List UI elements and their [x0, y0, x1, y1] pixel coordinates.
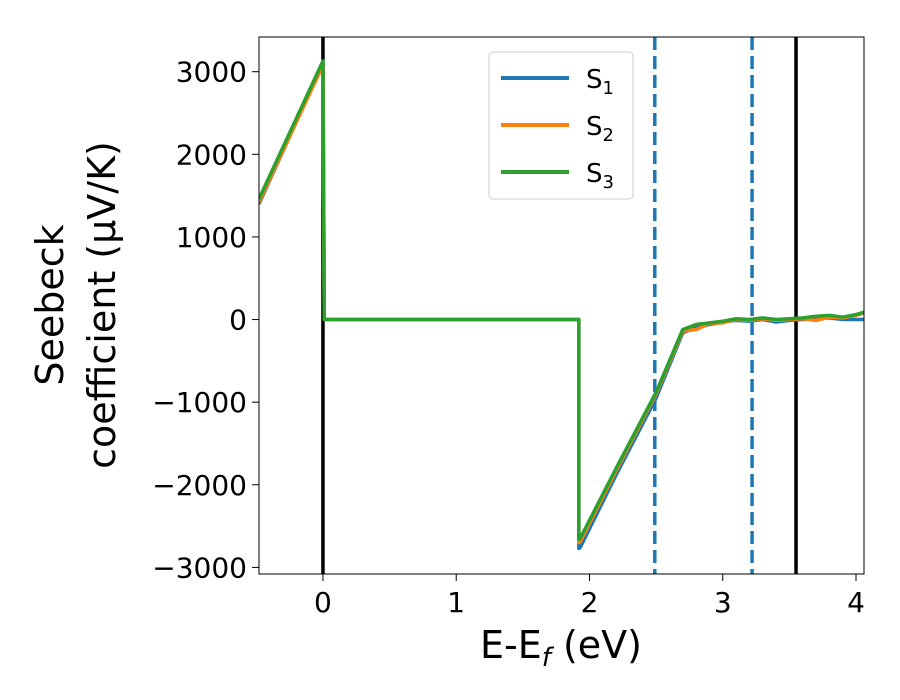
legend-label-s2-sub: 2: [603, 125, 614, 146]
y-tick-label-1: 2000: [176, 138, 247, 171]
x-tick-label-4: 4: [847, 586, 865, 619]
x-ticks: 0 1 2 3 4: [314, 574, 865, 619]
legend-label-s2-base: S: [586, 112, 603, 142]
y-ticks: 3000 2000 1000 0 −1000 −2000 −3000: [152, 56, 259, 584]
y-axis-title: Seebeck coefficient (μV/K): [28, 141, 124, 469]
y-tick-label-6: −3000: [152, 551, 247, 584]
x-tick-label-3: 3: [714, 586, 732, 619]
series-lines: [259, 59, 864, 551]
y-axis-title-line1: Seebeck: [28, 224, 72, 385]
x-tick-label-1: 1: [447, 586, 465, 619]
legend-label-s3-sub: 3: [603, 172, 614, 193]
legend: S1 S2 S3: [488, 51, 634, 200]
y-tick-label-3: 0: [229, 304, 247, 337]
x-tick-label-2: 2: [581, 586, 599, 619]
y-tick-label-0: 3000: [176, 56, 247, 89]
x-axis-title: E-Ef (eV): [480, 623, 642, 673]
legend-label-s3: S3: [586, 159, 614, 193]
x-axis-title-suffix: (eV): [551, 623, 642, 667]
legend-label-s3-base: S: [586, 159, 603, 189]
legend-label-s1: S1: [586, 65, 614, 99]
x-axis-title-prefix: E-E: [480, 623, 542, 667]
y-axis-title-line2: coefficient (μV/K): [80, 141, 124, 469]
y-tick-label-2: 1000: [176, 221, 247, 254]
plot-frame: [258, 36, 865, 575]
legend-label-s1-sub: 1: [603, 78, 614, 99]
series-line-s3: [259, 59, 864, 542]
x-tick-label-0: 0: [314, 586, 332, 619]
y-tick-label-5: −2000: [152, 469, 247, 502]
legend-label-s2: S2: [586, 112, 614, 146]
y-tick-label-4: −1000: [152, 386, 247, 419]
legend-label-s1-base: S: [586, 65, 603, 95]
